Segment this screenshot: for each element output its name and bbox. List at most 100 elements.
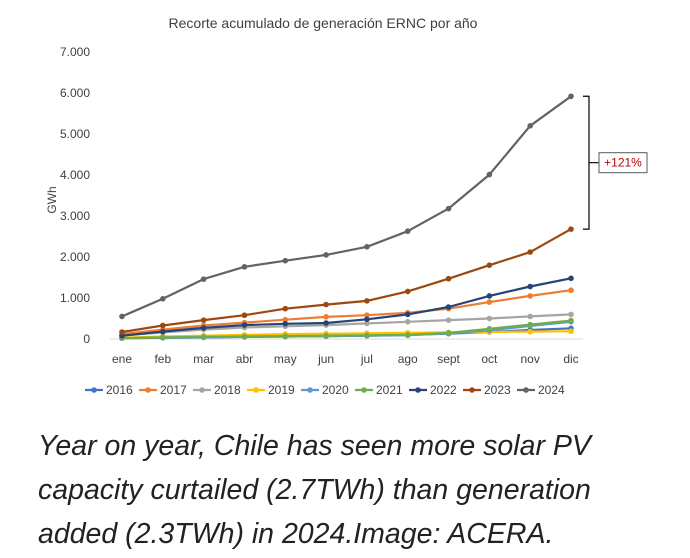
image-caption: Year on year, Chile has seen more solar … (38, 430, 591, 550)
legend: 2016 2017 2018 2019 2020 2021 2022 2023 2024 (85, 383, 565, 397)
data-point (486, 315, 493, 322)
growth-annotation: +121% (583, 95, 648, 230)
series-2022 (119, 275, 574, 339)
legend-label: 2021 (376, 383, 403, 397)
annotation-bracket (583, 95, 599, 230)
data-point (404, 311, 411, 318)
data-point (241, 312, 248, 319)
data-point (568, 226, 574, 232)
series-line-2017 (121, 289, 572, 336)
data-point (364, 332, 370, 339)
data-point (445, 205, 452, 212)
legend-label: 2024 (538, 383, 565, 397)
series-line-2021 (121, 319, 572, 340)
data-point (119, 329, 125, 335)
legend-label: 2018 (214, 383, 241, 397)
y-tick-label: 7.000 (60, 45, 90, 59)
y-tick-label: 0 (83, 332, 90, 346)
data-point (486, 262, 493, 269)
data-point (445, 317, 452, 323)
legend-marker (199, 387, 205, 393)
annotation-label: +121% (604, 156, 642, 170)
legend-marker (91, 387, 97, 393)
data-point (527, 123, 533, 129)
y-tick-label: 5.000 (60, 127, 90, 141)
line-chart: Recorte acumulado de generación ERNC por… (45, 15, 648, 397)
x-tick-labels: ene feb mar abr may jun jul ago sept oct nov dic (112, 352, 579, 366)
data-point (323, 301, 329, 308)
data-point (527, 321, 533, 328)
series-line-2024 (121, 95, 572, 318)
legend-label: 2023 (484, 383, 511, 397)
data-point (200, 325, 207, 331)
data-point (323, 314, 329, 320)
x-tick-label: jun (317, 352, 334, 366)
data-point (364, 298, 370, 304)
data-point (404, 332, 411, 338)
data-point (364, 320, 370, 327)
legend-item-2023: 2023 (463, 383, 511, 397)
legend-marker (523, 387, 529, 393)
legend-marker (253, 387, 259, 393)
data-point (160, 334, 166, 341)
data-point (323, 332, 329, 339)
data-point (282, 305, 289, 312)
data-point (241, 333, 248, 340)
data-point (486, 299, 493, 305)
data-point (241, 322, 248, 328)
data-point (445, 275, 452, 282)
series-line-2022 (121, 277, 572, 337)
data-point (160, 328, 166, 335)
series-line-2019 (121, 330, 572, 339)
data-point (404, 318, 411, 325)
series-line-2023 (121, 228, 572, 334)
series-lines (119, 93, 574, 341)
y-tick-labels: 0 1.000 2.000 3.000 4.000 5.000 6.000 7.000 (60, 45, 90, 346)
data-point (200, 334, 207, 340)
data-point (527, 249, 533, 255)
x-tick-label: mar (193, 352, 214, 366)
data-point (241, 264, 248, 270)
x-tick-label: sept (437, 352, 460, 366)
series-line-2018 (121, 313, 572, 337)
legend-label: 2022 (430, 383, 457, 397)
data-point (364, 312, 370, 319)
data-point (200, 276, 207, 282)
x-tick-label: ago (398, 352, 418, 366)
y-tick-label: 4.000 (60, 168, 90, 182)
x-tick-label: nov (521, 352, 540, 366)
data-point (364, 316, 370, 323)
legend-item-2020: 2020 (301, 383, 349, 397)
series-2024 (119, 93, 574, 320)
x-tick-label: abr (236, 352, 253, 366)
data-point (160, 296, 166, 302)
data-point (486, 171, 493, 178)
data-point (282, 321, 289, 327)
series-2023 (119, 226, 574, 335)
legend-item-2021: 2021 (355, 383, 403, 397)
y-tick-label: 2.000 (60, 250, 90, 264)
x-tick-label: feb (154, 352, 171, 366)
data-point (568, 93, 574, 100)
data-point (282, 333, 289, 339)
x-tick-label: oct (481, 352, 498, 366)
data-point (568, 328, 574, 335)
data-point (568, 275, 574, 282)
x-tick-label: jul (360, 352, 373, 366)
data-point (404, 228, 411, 234)
legend-marker (145, 387, 151, 393)
data-point (364, 243, 370, 250)
data-point (282, 257, 289, 264)
x-tick-label: ene (112, 352, 132, 366)
legend-item-2019: 2019 (247, 383, 295, 397)
y-tick-label: 6.000 (60, 86, 90, 100)
chart-title: Recorte acumulado de generación ERNC por… (169, 15, 478, 31)
data-point (568, 287, 574, 294)
legend-marker (307, 387, 313, 393)
legend-marker (469, 387, 475, 393)
data-point (568, 317, 574, 324)
annotation-box (598, 152, 648, 174)
data-point (527, 283, 533, 290)
data-point (200, 317, 207, 323)
data-point (445, 330, 452, 336)
